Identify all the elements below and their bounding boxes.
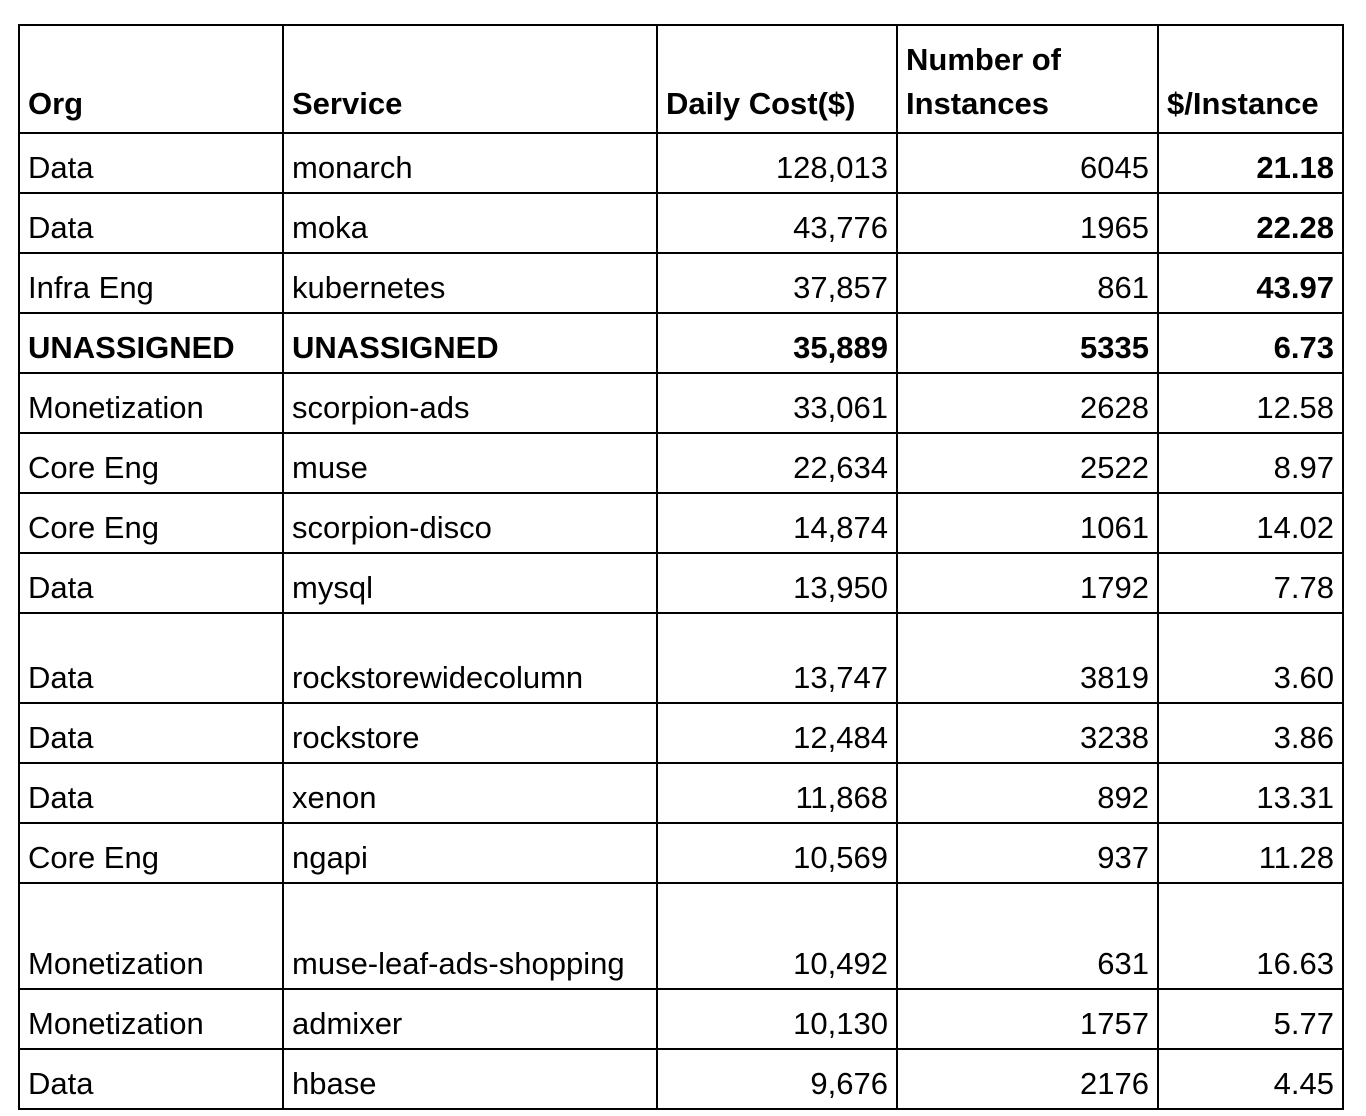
cell-org: Core Eng [18,822,284,884]
cell-daily-cost: 128,013 [656,132,898,194]
cell-per-instance: 21.18 [1157,132,1344,194]
cell-per-instance: 12.58 [1157,372,1344,434]
cell-org: UNASSIGNED [18,312,284,374]
table-row: Data monarch 128,013 6045 21.18 [18,132,1344,194]
cell-daily-cost: 10,492 [656,882,898,990]
table-row: Data rockstorewidecolumn 13,747 3819 3.6… [18,612,1344,704]
table-row: Monetization admixer 10,130 1757 5.77 [18,988,1344,1050]
cell-service: admixer [282,988,658,1050]
cell-per-instance: 43.97 [1157,252,1344,314]
cell-per-instance: 4.45 [1157,1048,1344,1110]
cell-instances: 3238 [896,702,1159,764]
table-row: Monetization scorpion-ads 33,061 2628 12… [18,372,1344,434]
cost-table: Org Service Daily Cost($) Number of Inst… [18,24,1344,1110]
header-instances: Number of Instances [896,24,1159,134]
cell-service: mysql [282,552,658,614]
cell-daily-cost: 12,484 [656,702,898,764]
cell-service: scorpion-disco [282,492,658,554]
table-row: UNASSIGNED UNASSIGNED 35,889 5335 6.73 [18,312,1344,374]
cell-per-instance: 11.28 [1157,822,1344,884]
cell-service: xenon [282,762,658,824]
cell-org: Monetization [18,882,284,990]
cell-daily-cost: 37,857 [656,252,898,314]
header-daily-cost: Daily Cost($) [656,24,898,134]
cell-service: hbase [282,1048,658,1110]
cell-instances: 937 [896,822,1159,884]
table-row: Data xenon 11,868 892 13.31 [18,762,1344,824]
cell-org: Core Eng [18,492,284,554]
cell-org: Monetization [18,372,284,434]
cell-per-instance: 5.77 [1157,988,1344,1050]
cell-instances: 2522 [896,432,1159,494]
cell-org: Data [18,192,284,254]
cell-instances: 861 [896,252,1159,314]
cell-org: Infra Eng [18,252,284,314]
cell-daily-cost: 13,747 [656,612,898,704]
cell-instances: 1965 [896,192,1159,254]
cell-daily-cost: 14,874 [656,492,898,554]
cell-instances: 2628 [896,372,1159,434]
cell-daily-cost: 33,061 [656,372,898,434]
cell-org: Core Eng [18,432,284,494]
cell-per-instance: 6.73 [1157,312,1344,374]
cell-daily-cost: 10,130 [656,988,898,1050]
cell-daily-cost: 10,569 [656,822,898,884]
cell-service: monarch [282,132,658,194]
table-row: Core Eng scorpion-disco 14,874 1061 14.0… [18,492,1344,554]
header-service: Service [282,24,658,134]
cell-per-instance: 13.31 [1157,762,1344,824]
cell-service: kubernetes [282,252,658,314]
table-row: Data hbase 9,676 2176 4.45 [18,1048,1344,1110]
cell-instances: 3819 [896,612,1159,704]
cell-per-instance: 16.63 [1157,882,1344,990]
cell-service: rockstore [282,702,658,764]
cell-per-instance: 7.78 [1157,552,1344,614]
cell-service: UNASSIGNED [282,312,658,374]
cell-daily-cost: 22,634 [656,432,898,494]
cell-instances: 5335 [896,312,1159,374]
cell-org: Data [18,1048,284,1110]
table-row: Data rockstore 12,484 3238 3.86 [18,702,1344,764]
cell-instances: 2176 [896,1048,1159,1110]
cell-org: Data [18,702,284,764]
cell-service: scorpion-ads [282,372,658,434]
cell-org: Data [18,762,284,824]
table-row: Core Eng ngapi 10,569 937 11.28 [18,822,1344,884]
cell-instances: 1061 [896,492,1159,554]
cell-service: ngapi [282,822,658,884]
cell-per-instance: 8.97 [1157,432,1344,494]
table-row: Monetization muse-leaf-ads-shopping 10,4… [18,882,1344,990]
cell-service: muse-leaf-ads-shopping [282,882,658,990]
table-row: Core Eng muse 22,634 2522 8.97 [18,432,1344,494]
cell-service: moka [282,192,658,254]
table-row: Infra Eng kubernetes 37,857 861 43.97 [18,252,1344,314]
cell-instances: 631 [896,882,1159,990]
cell-daily-cost: 11,868 [656,762,898,824]
cell-service: rockstorewidecolumn [282,612,658,704]
cell-instances: 892 [896,762,1159,824]
header-org: Org [18,24,284,134]
cell-org: Data [18,612,284,704]
cell-instances: 6045 [896,132,1159,194]
cell-daily-cost: 43,776 [656,192,898,254]
header-row: Org Service Daily Cost($) Number of Inst… [18,24,1344,134]
cell-per-instance: 22.28 [1157,192,1344,254]
header-per-instance: $/Instance [1157,24,1344,134]
cell-per-instance: 3.86 [1157,702,1344,764]
cell-instances: 1792 [896,552,1159,614]
table-row: Data moka 43,776 1965 22.28 [18,192,1344,254]
cell-daily-cost: 9,676 [656,1048,898,1110]
table-row: Data mysql 13,950 1792 7.78 [18,552,1344,614]
cell-daily-cost: 13,950 [656,552,898,614]
cell-per-instance: 14.02 [1157,492,1344,554]
cell-per-instance: 3.60 [1157,612,1344,704]
cell-org: Monetization [18,988,284,1050]
cell-org: Data [18,552,284,614]
cell-org: Data [18,132,284,194]
cell-daily-cost: 35,889 [656,312,898,374]
cell-instances: 1757 [896,988,1159,1050]
cell-service: muse [282,432,658,494]
